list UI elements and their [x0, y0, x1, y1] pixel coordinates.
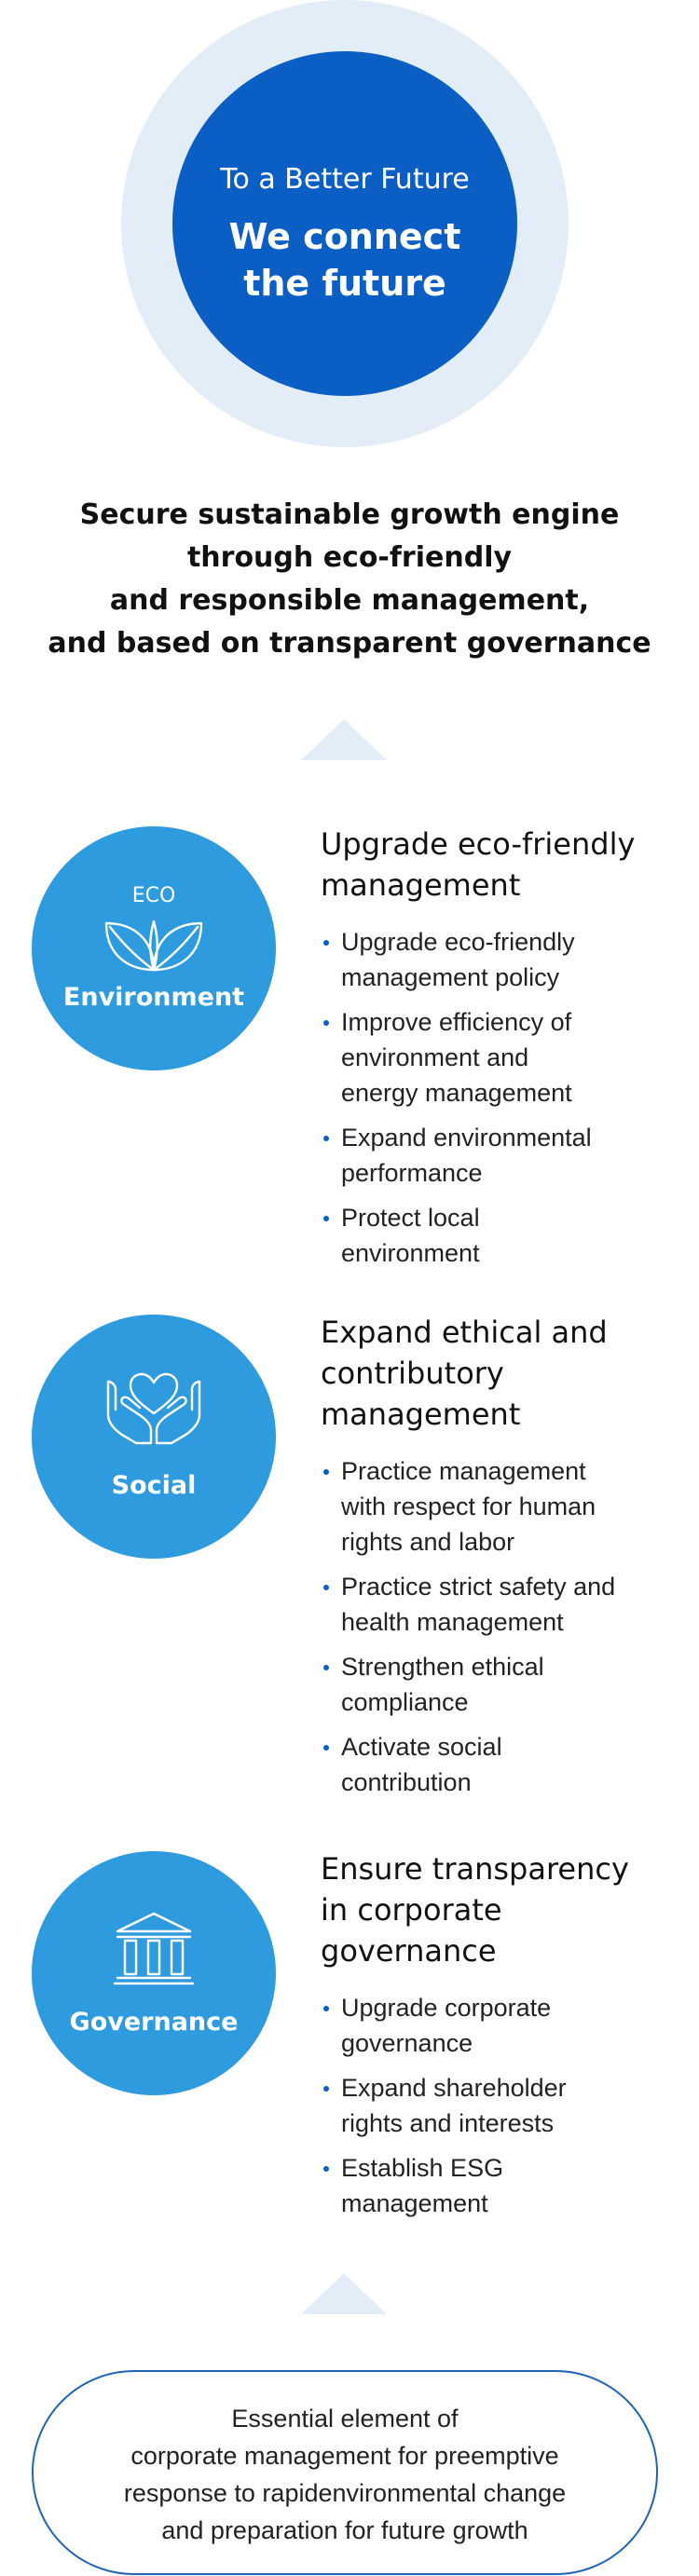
governance-circle: Governance: [32, 1851, 276, 2095]
bullet-line: Expand environmental: [341, 1124, 592, 1152]
heading-line: Expand ethical and: [321, 1315, 608, 1350]
headline-line: Secure sustainable growth engine: [79, 498, 620, 531]
social-bullets: Practice management with respect for hum…: [321, 1453, 675, 1800]
bullet-line: Improve efficiency of: [341, 1008, 572, 1036]
heading-line: contributory: [321, 1356, 504, 1391]
hero-circle: To a Better Future We connect the future: [172, 51, 517, 396]
heading-line: Upgrade eco-friendly: [321, 826, 636, 862]
bullet-line: energy management: [341, 1079, 572, 1107]
bullet-line: performance: [341, 1159, 483, 1187]
social-circle: Social: [32, 1315, 276, 1559]
pill-line: and preparation for future growth: [161, 2516, 528, 2544]
governance-bullets: Upgrade corporate governance Expand shar…: [321, 1990, 675, 2221]
pill-line: corporate management for preemptive: [130, 2442, 559, 2470]
environment-label: Environment: [62, 983, 245, 1012]
environment-circle: ECO Environment: [32, 826, 276, 1070]
bullet-line: rights and interests: [341, 2109, 555, 2137]
eco-badge: ECO: [131, 884, 176, 907]
essential-element-pill: Essential element of corporate managemen…: [32, 2370, 658, 2575]
bullet-item: Improve efficiency of environment and en…: [321, 1004, 675, 1111]
bullet-line: governance: [341, 2029, 473, 2057]
bullet-line: compliance: [341, 1688, 469, 1716]
environment-heading: Upgrade eco-friendly management: [321, 824, 675, 906]
bullet-item: Protect local environment: [321, 1200, 675, 1271]
bullet-line: management: [341, 2189, 488, 2217]
pill-line: Essential element of: [231, 2405, 459, 2433]
bullet-item: Strengthen ethical compliance: [321, 1649, 675, 1720]
hero-subtitle: To a Better Future: [220, 163, 470, 196]
bullet-line: contribution: [341, 1768, 472, 1796]
bullet-item: Establish ESG management: [321, 2150, 675, 2221]
building-columns-icon: [114, 1912, 194, 1985]
governance-heading: Ensure transparency in corporate governa…: [321, 1848, 675, 1971]
governance-content: Ensure transparency in corporate governa…: [321, 1848, 675, 2230]
heading-line: governance: [321, 1933, 497, 1969]
bullet-item: Expand shareholder rights and interests: [321, 2070, 675, 2141]
headline-line: through eco-friendly: [186, 541, 513, 574]
hero-title-line: the future: [243, 263, 446, 304]
pill-line: response to rapidenvironmental change: [123, 2479, 567, 2507]
bullet-line: Upgrade corporate: [341, 1994, 552, 2022]
bullet-line: Upgrade eco-friendly: [341, 928, 575, 956]
headline-line: and responsible management,: [109, 584, 590, 617]
leaf-icon: [104, 920, 203, 972]
bullet-line: Protect local: [341, 1204, 480, 1232]
heading-line: in corporate: [321, 1892, 502, 1928]
headline-line: and based on transparent governance: [48, 627, 651, 660]
bullet-item: Upgrade eco-friendly management policy: [321, 924, 675, 995]
governance-label: Governance: [69, 2008, 239, 2037]
bullet-line: health management: [341, 1608, 564, 1636]
bullet-line: with respect for human: [341, 1492, 596, 1520]
bullet-item: Activate social contribution: [321, 1729, 675, 1800]
bullet-line: Establish ESG: [341, 2154, 504, 2182]
bullet-line: Practice management: [341, 1457, 586, 1485]
pill-text: Essential element of corporate managemen…: [34, 2400, 656, 2549]
hero-title-line: We connect: [228, 216, 461, 257]
hands-heart-icon: [106, 1372, 201, 1445]
bullet-item: Upgrade corporate governance: [321, 1990, 675, 2061]
heading-line: Ensure transparency: [321, 1851, 629, 1887]
bullet-item: Practice management with respect for hum…: [321, 1453, 675, 1560]
up-arrow-bottom: [301, 2273, 387, 2314]
environment-bullets: Upgrade eco-friendly management policy I…: [321, 924, 675, 1271]
bullet-line: Activate social: [341, 1733, 502, 1761]
social-content: Expand ethical and contributory manageme…: [321, 1312, 675, 1809]
bullet-line: environment and: [341, 1043, 529, 1071]
hero-title: We connect the future: [172, 213, 517, 307]
social-label: Social: [111, 1471, 197, 1500]
bullet-line: Practice strict safety and: [341, 1573, 616, 1601]
bullet-item: Expand environmental performance: [321, 1120, 675, 1191]
heading-line: management: [321, 1397, 521, 1432]
environment-content: Upgrade eco-friendly management Upgrade …: [321, 824, 675, 1280]
heading-line: management: [321, 867, 521, 903]
bullet-line: Strengthen ethical: [341, 1653, 544, 1681]
social-heading: Expand ethical and contributory manageme…: [321, 1312, 675, 1435]
bullet-item: Practice strict safety and health manage…: [321, 1569, 675, 1640]
up-arrow-top: [301, 719, 387, 760]
bullet-line: Expand shareholder: [341, 2074, 567, 2102]
bullet-line: rights and labor: [341, 1528, 515, 1556]
bullet-line: environment: [341, 1239, 480, 1267]
bullet-line: management policy: [341, 963, 560, 991]
mission-headline: Secure sustainable growth engine through…: [0, 494, 699, 665]
